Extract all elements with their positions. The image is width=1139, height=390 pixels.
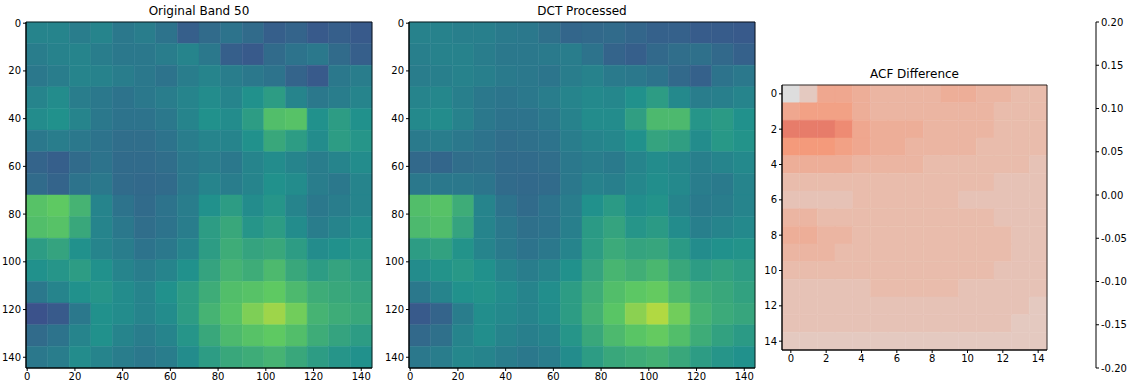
svg-text:0: 0 — [788, 353, 794, 364]
svg-text:40: 40 — [391, 113, 404, 124]
svg-text:-0.15: -0.15 — [1101, 319, 1127, 330]
svg-text:60: 60 — [8, 161, 21, 172]
svg-text:60: 60 — [391, 161, 404, 172]
svg-text:8: 8 — [771, 230, 777, 241]
svg-text:80: 80 — [391, 209, 404, 220]
svg-text:60: 60 — [164, 371, 177, 382]
svg-text:0: 0 — [407, 371, 413, 382]
svg-text:20: 20 — [452, 371, 465, 382]
svg-text:14: 14 — [764, 336, 777, 347]
svg-text:12: 12 — [764, 300, 777, 311]
svg-text:12: 12 — [996, 353, 1009, 364]
svg-text:10: 10 — [764, 265, 777, 276]
svg-text:0.15: 0.15 — [1101, 60, 1123, 71]
svg-text:120: 120 — [385, 304, 404, 315]
svg-text:0.10: 0.10 — [1101, 103, 1123, 114]
svg-text:6: 6 — [894, 353, 900, 364]
svg-text:60: 60 — [547, 371, 560, 382]
html-text:ACF Difference: ACF Difference — [870, 67, 959, 81]
svg-text:120: 120 — [2, 304, 21, 315]
svg-text:-0.20: -0.20 — [1101, 363, 1127, 374]
svg-text:0: 0 — [24, 371, 30, 382]
svg-text:10: 10 — [961, 353, 974, 364]
svg-text:0: 0 — [771, 88, 777, 99]
svg-text:80: 80 — [8, 209, 21, 220]
svg-text:20: 20 — [391, 65, 404, 76]
svg-text:2: 2 — [771, 124, 777, 135]
svg-text:100: 100 — [256, 371, 275, 382]
svg-text:14: 14 — [1032, 353, 1045, 364]
svg-text:140: 140 — [352, 371, 371, 382]
svg-text:0.00: 0.00 — [1101, 190, 1123, 201]
svg-text:140: 140 — [2, 352, 21, 363]
svg-text:2: 2 — [823, 353, 829, 364]
svg-text:100: 100 — [639, 371, 658, 382]
svg-text:0.20: 0.20 — [1101, 17, 1123, 28]
svg-text:40: 40 — [116, 371, 129, 382]
svg-text:40: 40 — [8, 113, 21, 124]
svg-text:8: 8 — [929, 353, 935, 364]
svg-text:4: 4 — [771, 159, 777, 170]
svg-text:-0.05: -0.05 — [1101, 233, 1127, 244]
svg-text:120: 120 — [304, 371, 323, 382]
svg-text:0: 0 — [398, 18, 404, 29]
html-text:DCT Processed: DCT Processed — [537, 4, 627, 18]
svg-text:6: 6 — [771, 194, 777, 205]
svg-text:-0.10: -0.10 — [1101, 276, 1127, 287]
svg-text:20: 20 — [69, 371, 82, 382]
svg-text:80: 80 — [595, 371, 608, 382]
svg-text:100: 100 — [385, 256, 404, 267]
html-text:Original Band 50: Original Band 50 — [148, 4, 250, 18]
svg-text:140: 140 — [735, 371, 754, 382]
svg-text:4: 4 — [858, 353, 864, 364]
svg-text:120: 120 — [687, 371, 706, 382]
svg-text:40: 40 — [499, 371, 512, 382]
svg-text:100: 100 — [2, 256, 21, 267]
svg-text:140: 140 — [385, 352, 404, 363]
svg-text:80: 80 — [212, 371, 225, 382]
svg-text:0.05: 0.05 — [1101, 146, 1123, 157]
svg-text:0: 0 — [15, 18, 21, 29]
svg-text:20: 20 — [8, 65, 21, 76]
